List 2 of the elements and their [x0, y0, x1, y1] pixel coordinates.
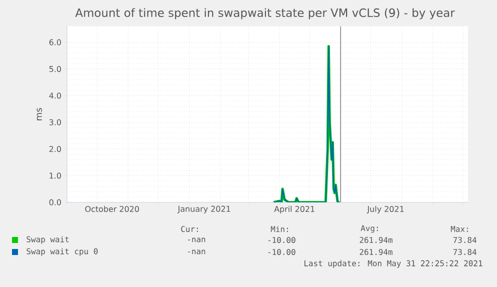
y-axis-title: ms — [36, 108, 42, 120]
chart-title: Amount of time spent in swapwait state per VM vCLS (9) - by year — [75, 8, 455, 20]
